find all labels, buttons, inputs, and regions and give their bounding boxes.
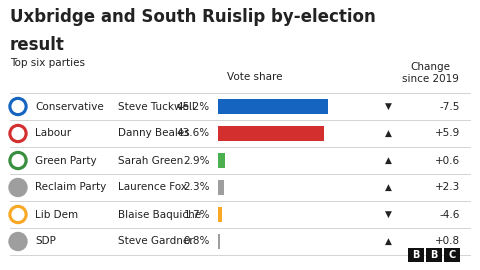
Text: 45.2%: 45.2% (177, 102, 210, 112)
Text: 1.7%: 1.7% (183, 210, 210, 220)
Text: Danny Beales: Danny Beales (118, 129, 190, 139)
FancyBboxPatch shape (218, 180, 224, 194)
Text: ▲: ▲ (384, 156, 391, 165)
Text: +5.9: +5.9 (435, 129, 460, 139)
Text: ▲: ▲ (384, 183, 391, 192)
FancyBboxPatch shape (218, 234, 220, 248)
Text: +0.6: +0.6 (435, 156, 460, 166)
Text: ▲: ▲ (384, 237, 391, 246)
Circle shape (9, 124, 27, 143)
Text: ▼: ▼ (384, 102, 391, 111)
FancyBboxPatch shape (408, 248, 424, 262)
Text: ▼: ▼ (384, 210, 391, 219)
Circle shape (12, 209, 24, 220)
Text: +2.3: +2.3 (435, 183, 460, 193)
Text: 43.6%: 43.6% (177, 129, 210, 139)
FancyBboxPatch shape (218, 207, 222, 221)
Text: Top six parties: Top six parties (10, 58, 85, 68)
Circle shape (9, 205, 27, 224)
Text: SDP: SDP (35, 237, 56, 247)
FancyBboxPatch shape (218, 126, 324, 140)
FancyBboxPatch shape (218, 99, 328, 113)
Text: 0.8%: 0.8% (184, 237, 210, 247)
Text: result: result (10, 36, 65, 54)
Circle shape (9, 151, 27, 170)
Text: Sarah Green: Sarah Green (118, 156, 183, 166)
Circle shape (12, 236, 24, 247)
Circle shape (12, 101, 24, 112)
Text: +0.8: +0.8 (435, 237, 460, 247)
Text: Laurence Fox: Laurence Fox (118, 183, 187, 193)
Text: B: B (412, 250, 420, 260)
Text: Labour: Labour (35, 129, 71, 139)
Circle shape (9, 97, 27, 116)
Circle shape (12, 155, 24, 166)
Text: Conservative: Conservative (35, 102, 104, 112)
Text: ▲: ▲ (384, 129, 391, 138)
Text: Reclaim Party: Reclaim Party (35, 183, 106, 193)
Text: 2.3%: 2.3% (183, 183, 210, 193)
Text: Lib Dem: Lib Dem (35, 210, 78, 220)
Circle shape (9, 232, 27, 251)
FancyBboxPatch shape (426, 248, 442, 262)
Circle shape (9, 178, 27, 197)
Text: Change
since 2019: Change since 2019 (402, 62, 458, 85)
Text: Uxbridge and South Ruislip by-election: Uxbridge and South Ruislip by-election (10, 8, 376, 26)
Text: Blaise Baquiche: Blaise Baquiche (118, 210, 201, 220)
Text: 2.9%: 2.9% (183, 156, 210, 166)
Text: Vote share: Vote share (227, 72, 283, 82)
Text: -7.5: -7.5 (440, 102, 460, 112)
Text: -4.6: -4.6 (440, 210, 460, 220)
FancyBboxPatch shape (444, 248, 460, 262)
Circle shape (12, 182, 24, 193)
Circle shape (12, 128, 24, 139)
Text: Green Party: Green Party (35, 156, 96, 166)
FancyBboxPatch shape (218, 153, 225, 167)
Text: Steve Gardner: Steve Gardner (118, 237, 193, 247)
Text: C: C (448, 250, 456, 260)
Text: Steve Tuckwell: Steve Tuckwell (118, 102, 195, 112)
Text: B: B (430, 250, 438, 260)
